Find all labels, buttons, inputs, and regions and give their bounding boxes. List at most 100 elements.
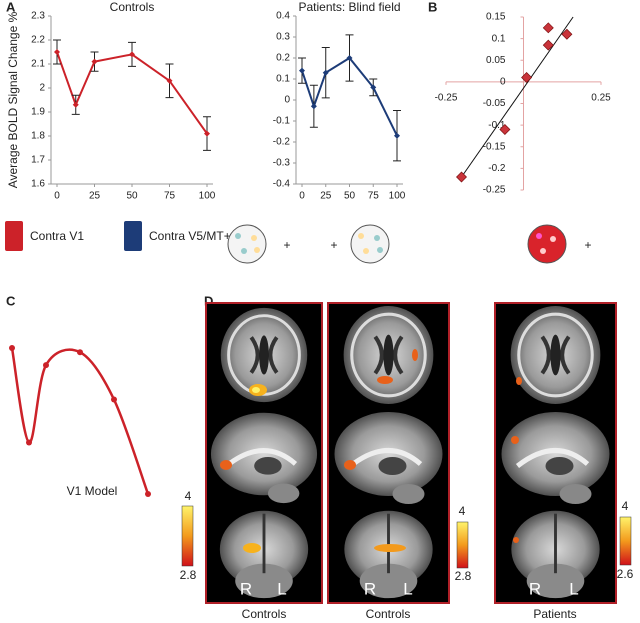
point [111,396,117,403]
legend-label: Contra V5/MT+ [149,229,231,243]
x-tick-label: 75 [368,191,380,202]
y-tick-label: 1.9 [31,107,45,118]
y-tick-label: -0.2 [488,163,506,174]
y-tick-label: 0.05 [486,55,506,66]
stimulus-icon [350,224,390,264]
x-tick-label: 100 [389,191,406,202]
x-tick-label: 0 [299,191,305,202]
legend-label: Contra V1 [30,229,84,243]
x-tick-label: 50 [126,191,138,202]
point [394,132,400,139]
group-label: Patients [533,607,576,621]
chart-title: Controls [110,0,155,14]
fit-line [461,16,574,178]
x-tick-label: 100 [199,191,216,202]
y-tick-label: -0.25 [483,185,506,196]
x-tick-label: 25 [320,191,332,202]
colorbar [456,521,469,569]
point [72,101,79,108]
colorbar-max: 4 [185,489,192,503]
point [166,77,173,84]
colorbar-min: 2.6 [617,567,634,581]
point [310,103,317,110]
y-tick-label: 1.6 [31,179,45,190]
y-tick-label: -0.2 [273,137,291,148]
y-tick-label: -0.4 [273,179,291,190]
point [542,22,554,34]
group-label: Controls [366,607,411,621]
y-tick-label: 2.2 [31,35,45,46]
y-tick-label: 0.1 [276,74,290,85]
y-tick-label: 0 [500,77,506,88]
y-tick-label: 0 [284,95,290,106]
orientation-label: R [240,579,252,598]
chart-title: V1 Model [67,484,118,498]
y-tick-label: 1.8 [31,131,45,142]
colorbar-max: 4 [459,504,466,518]
panel-letter: D [204,293,213,308]
colorbar [619,516,632,566]
y-tick-label: -0.1 [273,116,291,127]
panel-letter: C [6,293,16,308]
x-tick-label: -0.25 [435,93,458,104]
panel-letter: A [6,0,16,14]
group-label: Controls [242,607,287,621]
point [346,55,353,61]
plus: + [584,238,591,252]
y-tick-label: 0.4 [276,11,290,22]
y-tick-label: 0.2 [276,53,290,64]
point [299,67,305,74]
point [43,362,49,369]
y-tick-label: 0.1 [492,33,506,44]
colorbar [181,505,194,567]
y-tick-label: 2.3 [31,11,45,22]
colorbar-max: 4 [622,499,629,513]
point [129,51,135,58]
point [322,69,329,76]
orientation-label: R [364,579,376,598]
point [499,123,511,135]
model-curve [10,347,150,495]
y-axis-label: Average BOLD Signal Change % [6,11,20,188]
point [456,171,467,183]
point [521,72,533,84]
plus: + [330,238,337,252]
orientation-label: L [569,579,578,598]
point [54,49,60,55]
y-tick-label: 1.7 [31,155,45,166]
x-tick-label: 0.25 [591,93,611,104]
stimulus-icon [527,224,567,264]
point [145,491,151,497]
legend-swatch [124,221,142,251]
y-tick-label: 2.1 [31,59,45,70]
stimulus-icon [227,224,267,264]
point [204,130,210,137]
plus: + [283,238,290,252]
colorbar-min: 2.8 [180,568,197,582]
orientation-label: L [403,579,412,598]
y-tick-label: 2 [39,83,45,94]
legend-swatch [5,221,23,251]
point [561,28,573,40]
point [26,439,32,446]
series-line [56,51,208,135]
point [91,58,98,65]
colorbar-min: 2.8 [455,569,472,583]
orientation-label: L [277,579,286,598]
x-tick-label: 0 [54,191,60,202]
point [77,349,83,356]
y-tick-label: 0.15 [486,12,506,23]
brain-panel: R L [205,302,323,604]
x-tick-label: 75 [164,191,176,202]
brain-panel: R L [327,302,450,604]
brain-panel: R L [494,302,617,604]
point [9,345,15,351]
x-tick-label: 25 [89,191,101,202]
panel-letter: B [428,0,437,14]
y-tick-label: -0.15 [483,141,506,152]
point [370,84,377,91]
y-tick-label: -0.3 [273,158,291,169]
y-tick-label: 0.3 [276,32,290,43]
